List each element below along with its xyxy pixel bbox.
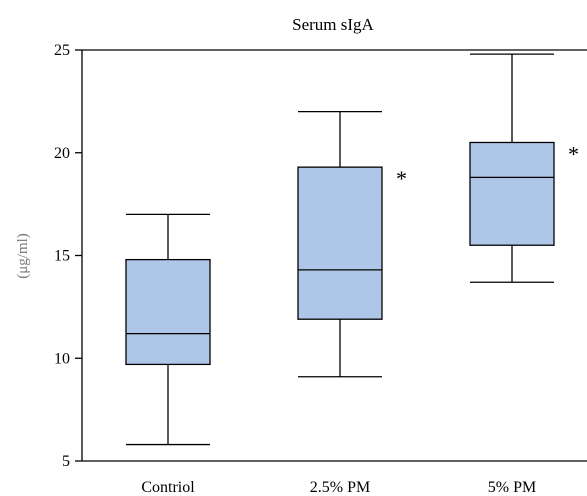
iqr-box (297, 166, 383, 320)
significance-marker: * (568, 141, 579, 166)
box-group: * (469, 53, 579, 283)
y-axis-label: (μg/ml) (15, 233, 31, 279)
y-axis: 5 10 15 20 25 (54, 42, 82, 470)
x-axis-labels: Contriol 2.5% PM 5% PM (141, 479, 536, 496)
y-tick-label: 5 (62, 453, 70, 470)
y-tick-label: 25 (54, 42, 70, 59)
x-tick-label: Contriol (141, 479, 195, 496)
box-group (125, 213, 211, 446)
y-tick-label: 20 (54, 145, 70, 162)
boxes-layer: ** (125, 53, 579, 446)
significance-marker: * (396, 166, 407, 191)
iqr-box (125, 258, 211, 366)
y-tick-label: 10 (54, 350, 70, 367)
x-tick-label: 5% PM (488, 479, 536, 496)
chart-title: Serum sIgA (292, 15, 374, 34)
y-tick-label: 15 (54, 248, 70, 265)
box-group: * (297, 111, 407, 378)
x-tick-label: 2.5% PM (310, 479, 370, 496)
iqr-box (469, 141, 555, 246)
